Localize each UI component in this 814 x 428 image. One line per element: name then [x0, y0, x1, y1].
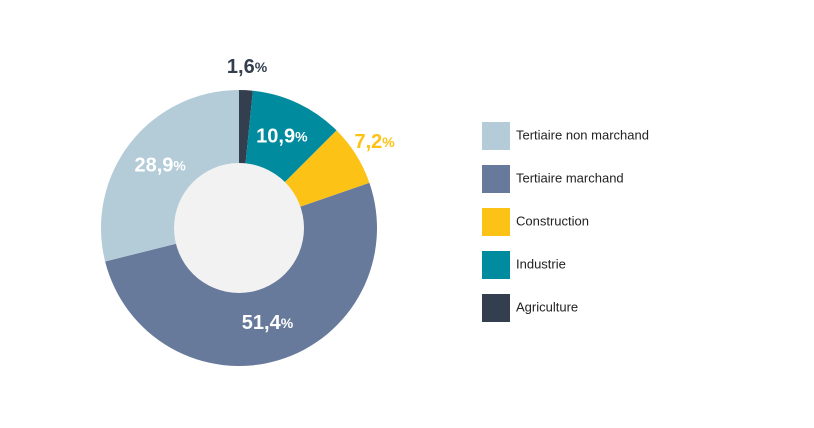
value-label: 7,2%: [354, 131, 395, 153]
value-label: 28,9%: [134, 155, 186, 177]
donut-hole: [174, 163, 304, 293]
legend-swatch: [482, 251, 510, 279]
legend-label: Industrie: [516, 256, 566, 271]
legend-swatch: [482, 165, 510, 193]
value-label: 1,6%: [227, 56, 268, 78]
value-label: 51,4%: [242, 312, 294, 334]
legend-swatch: [482, 122, 510, 150]
legend-swatch: [482, 208, 510, 236]
legend-label: Tertiaire non marchand: [516, 127, 649, 142]
legend-label: Tertiaire marchand: [516, 170, 624, 185]
value-label: 10,9%: [256, 126, 308, 148]
legend-label: Agriculture: [516, 299, 578, 314]
legend-label: Construction: [516, 213, 589, 228]
legend-swatch: [482, 294, 510, 322]
